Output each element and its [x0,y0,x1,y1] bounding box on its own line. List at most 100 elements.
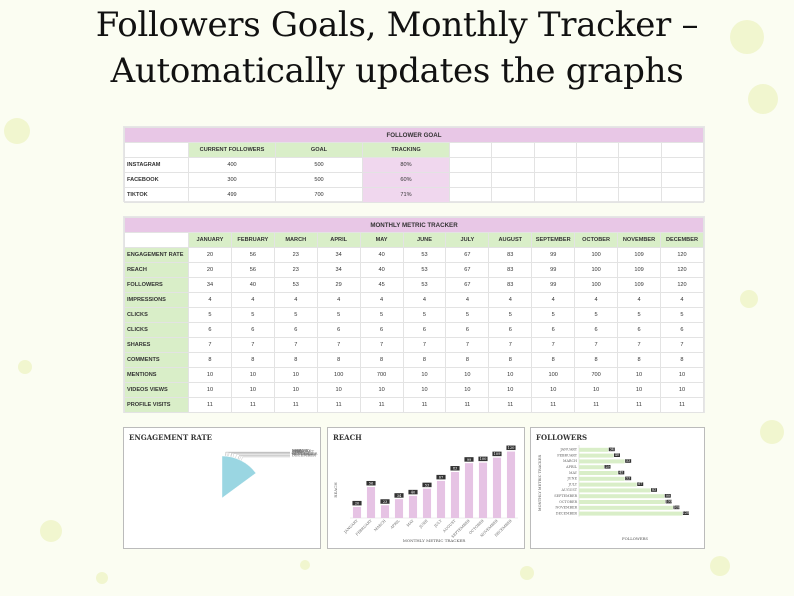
metric-cell[interactable]: 8 [659,352,705,368]
metric-cell[interactable]: 10 [273,367,318,383]
metric-cell[interactable]: 120 [659,262,705,278]
metric-cell[interactable]: 10 [230,367,275,383]
metric-cell[interactable]: 6 [230,322,275,338]
metric-cell[interactable]: 10 [574,382,619,398]
metric-cell[interactable]: 34 [188,277,232,293]
metric-cell[interactable]: 6 [316,322,361,338]
metric-cell[interactable]: 4 [230,292,275,308]
metric-cell[interactable]: 7 [574,337,619,353]
metric-cell[interactable]: 10 [402,382,447,398]
metric-cell[interactable]: 7 [402,337,447,353]
metric-cell[interactable]: 7 [273,337,318,353]
metric-cell[interactable]: 10 [359,382,404,398]
metric-cell[interactable]: 10 [402,367,447,383]
metric-cell[interactable]: 8 [188,352,232,368]
metric-cell[interactable]: 10 [445,367,490,383]
cell-current[interactable]: 400 [188,157,276,173]
metric-cell[interactable]: 8 [617,352,661,368]
metric-cell[interactable]: 83 [488,277,533,293]
metric-cell[interactable]: 10 [488,382,533,398]
metric-cell[interactable]: 11 [273,397,318,413]
metric-cell[interactable]: 10 [659,367,705,383]
metric-cell[interactable]: 99 [531,277,576,293]
metric-cell[interactable]: 10 [188,367,232,383]
metric-cell[interactable]: 700 [359,367,404,383]
metric-cell[interactable]: 5 [445,307,490,323]
metric-cell[interactable]: 6 [273,322,318,338]
metric-cell[interactable]: 5 [359,307,404,323]
metric-cell[interactable]: 10 [488,367,533,383]
metric-cell[interactable]: 5 [316,307,361,323]
metric-cell[interactable]: 7 [230,337,275,353]
metric-cell[interactable]: 7 [488,337,533,353]
metric-cell[interactable]: 6 [402,322,447,338]
metric-cell[interactable]: 34 [316,247,361,263]
metric-cell[interactable]: 45 [359,277,404,293]
metric-cell[interactable]: 7 [445,337,490,353]
metric-cell[interactable]: 4 [316,292,361,308]
metric-cell[interactable]: 8 [445,352,490,368]
metric-cell[interactable]: 8 [574,352,619,368]
metric-cell[interactable]: 11 [188,397,232,413]
metric-cell[interactable]: 11 [316,397,361,413]
metric-cell[interactable]: 7 [316,337,361,353]
metric-cell[interactable]: 5 [617,307,661,323]
metric-cell[interactable]: 11 [531,397,576,413]
metric-cell[interactable]: 109 [617,262,661,278]
metric-cell[interactable]: 10 [273,382,318,398]
metric-cell[interactable]: 7 [617,337,661,353]
metric-cell[interactable]: 10 [230,382,275,398]
metric-cell[interactable]: 7 [359,337,404,353]
metric-cell[interactable]: 20 [188,262,232,278]
metric-cell[interactable]: 4 [402,292,447,308]
metric-cell[interactable]: 4 [445,292,490,308]
metric-cell[interactable]: 4 [531,292,576,308]
metric-cell[interactable]: 34 [316,262,361,278]
metric-cell[interactable]: 8 [316,352,361,368]
metric-cell[interactable]: 6 [488,322,533,338]
metric-cell[interactable]: 40 [359,262,404,278]
metric-cell[interactable]: 11 [488,397,533,413]
metric-cell[interactable]: 53 [402,262,447,278]
metric-cell[interactable]: 10 [617,382,661,398]
metric-cell[interactable]: 11 [617,397,661,413]
metric-cell[interactable]: 6 [574,322,619,338]
metric-cell[interactable]: 4 [617,292,661,308]
metric-cell[interactable]: 7 [188,337,232,353]
cell-goal[interactable]: 500 [275,172,363,188]
metric-cell[interactable]: 67 [445,247,490,263]
metric-cell[interactable]: 56 [230,262,275,278]
metric-cell[interactable]: 100 [574,277,619,293]
metric-cell[interactable]: 4 [359,292,404,308]
metric-cell[interactable]: 10 [316,382,361,398]
metric-cell[interactable]: 8 [230,352,275,368]
metric-cell[interactable]: 56 [230,247,275,263]
metric-cell[interactable]: 53 [402,277,447,293]
metric-cell[interactable]: 11 [445,397,490,413]
metric-cell[interactable]: 5 [402,307,447,323]
metric-cell[interactable]: 67 [445,277,490,293]
metric-cell[interactable]: 83 [488,247,533,263]
metric-cell[interactable]: 10 [531,382,576,398]
metric-cell[interactable]: 53 [273,277,318,293]
metric-cell[interactable]: 6 [359,322,404,338]
metric-cell[interactable]: 10 [188,382,232,398]
metric-cell[interactable]: 10 [617,367,661,383]
metric-cell[interactable]: 4 [659,292,705,308]
metric-cell[interactable]: 10 [445,382,490,398]
cell-current[interactable]: 499 [188,187,276,203]
metric-cell[interactable]: 6 [445,322,490,338]
metric-cell[interactable]: 83 [488,262,533,278]
metric-cell[interactable]: 4 [273,292,318,308]
metric-cell[interactable]: 6 [531,322,576,338]
metric-cell[interactable]: 11 [659,397,705,413]
metric-cell[interactable]: 11 [574,397,619,413]
metric-cell[interactable]: 5 [574,307,619,323]
metric-cell[interactable]: 8 [531,352,576,368]
metric-cell[interactable]: 5 [531,307,576,323]
metric-cell[interactable]: 5 [273,307,318,323]
metric-cell[interactable]: 4 [574,292,619,308]
metric-cell[interactable]: 99 [531,247,576,263]
metric-cell[interactable]: 120 [659,247,705,263]
metric-cell[interactable]: 20 [188,247,232,263]
